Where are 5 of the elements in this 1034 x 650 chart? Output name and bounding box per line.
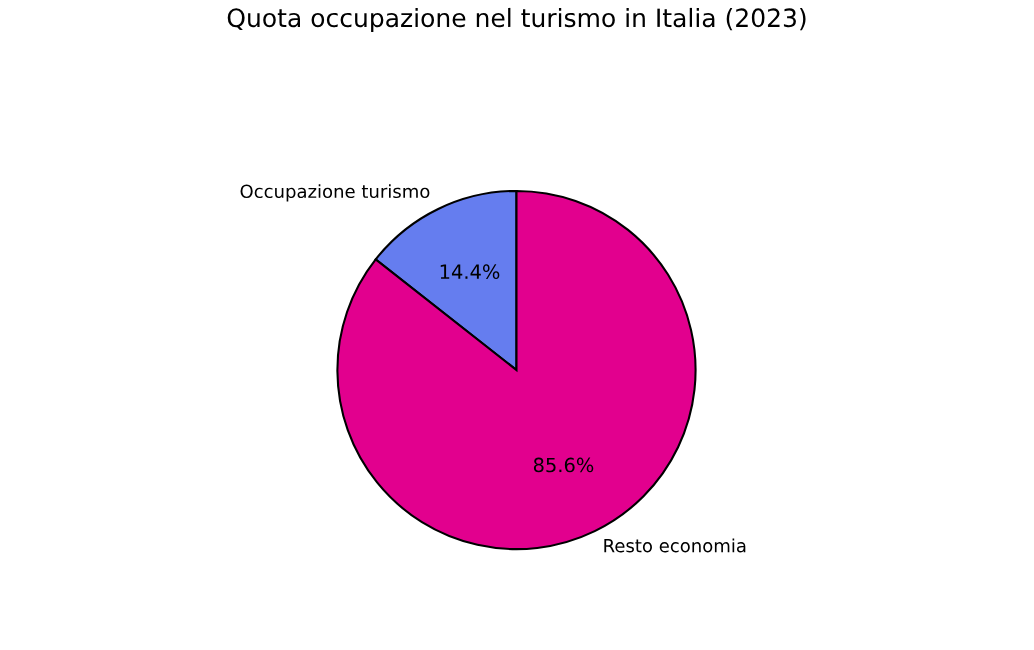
slice-label: Occupazione turismo — [240, 184, 430, 202]
data-label: 85.6% — [533, 457, 594, 473]
slice-label: Resto economia — [604, 538, 746, 553]
data-label: 14.4% — [440, 264, 500, 280]
chart-title: Quota occupazione nel turismo in Italia (2023) — [227, 7, 806, 33]
